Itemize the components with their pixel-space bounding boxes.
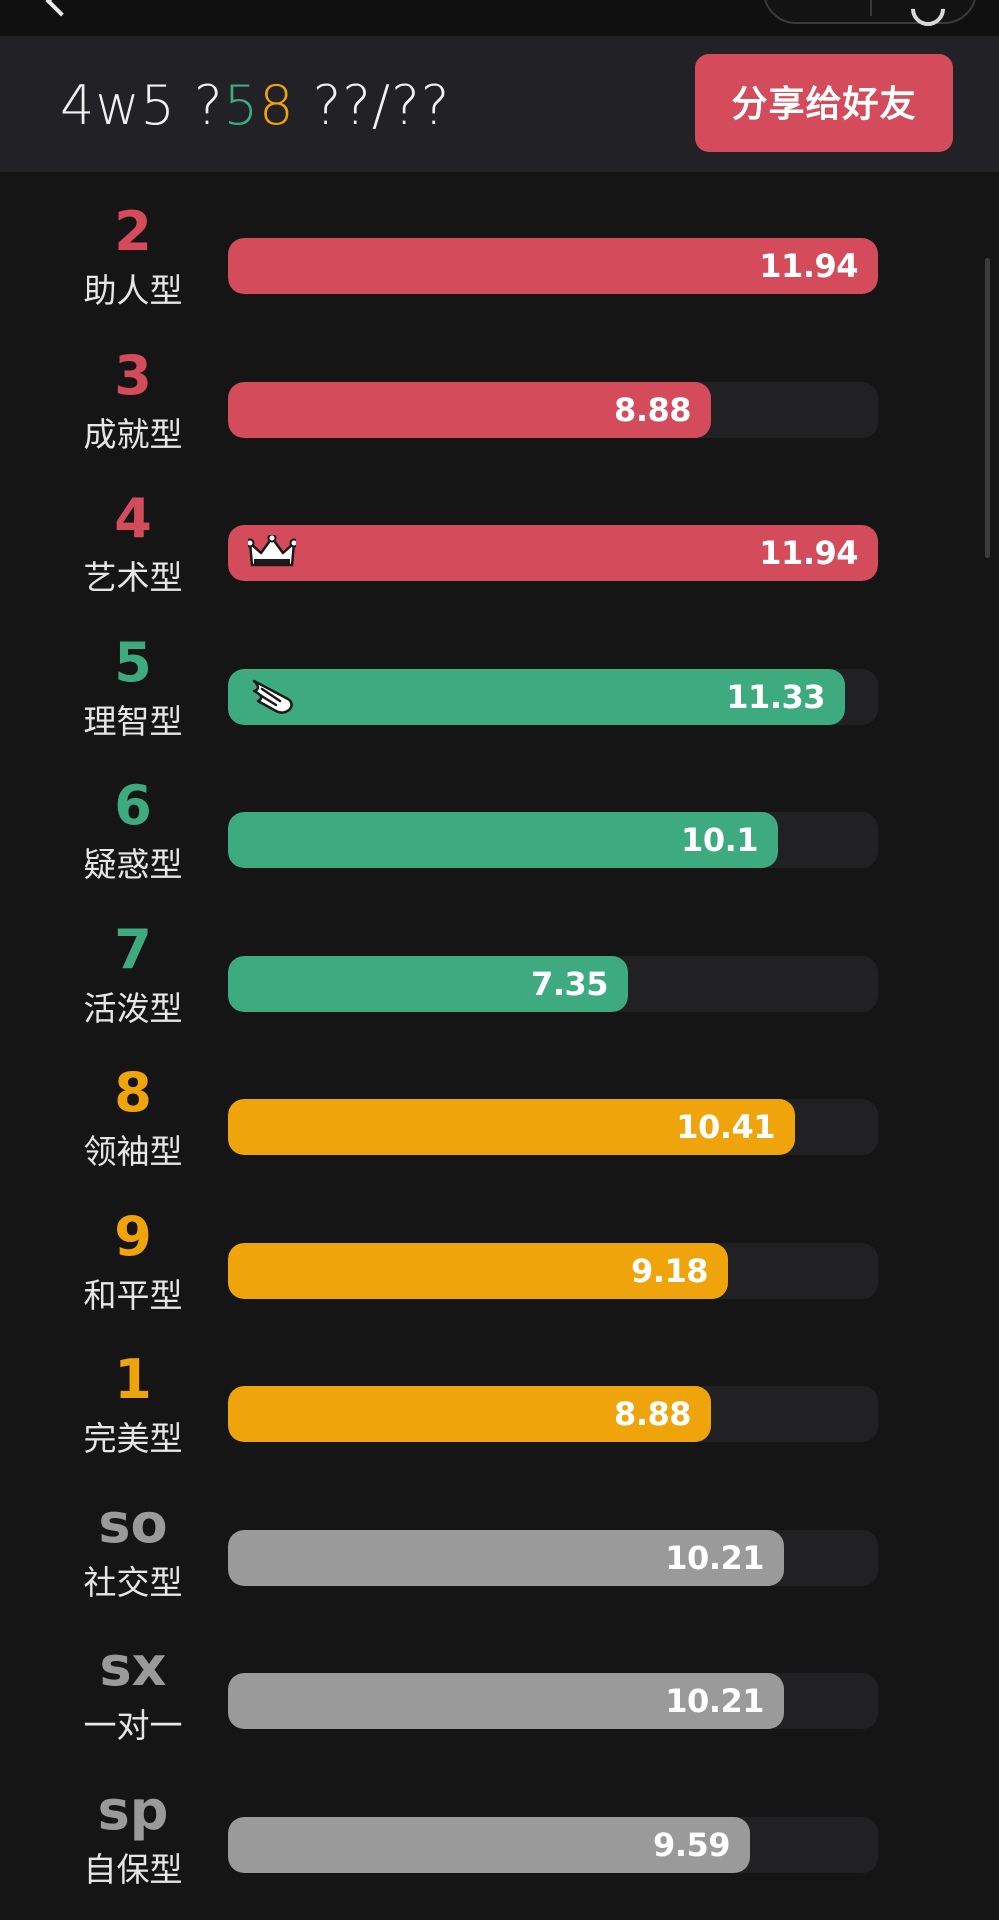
type-number: 7 bbox=[114, 917, 152, 981]
crown-icon bbox=[245, 533, 299, 571]
type-number: 9 bbox=[114, 1204, 152, 1268]
type-number: sp bbox=[97, 1778, 169, 1842]
type-number: so bbox=[98, 1491, 168, 1555]
score-value: 11.94 bbox=[759, 534, 858, 572]
score-value: 8.88 bbox=[614, 1395, 691, 1433]
type-label: 和平型 bbox=[83, 1275, 183, 1315]
type-number: 6 bbox=[114, 774, 152, 837]
capsule-divider bbox=[870, 0, 872, 16]
score-bar-track: 7.35 bbox=[228, 955, 878, 1012]
type-label: 一对一 bbox=[83, 1706, 183, 1745]
type-number: 4 bbox=[114, 487, 152, 550]
score-row-sx: sx 一对一 10.21 bbox=[0, 1607, 999, 1750]
score-value: 11.94 bbox=[759, 247, 858, 285]
score-row-2: 2 助人型 11.94 bbox=[0, 172, 999, 315]
score-bar-track: 11.94 bbox=[228, 238, 878, 294]
mini-program-capsule[interactable] bbox=[763, 0, 977, 34]
score-bar-fill: 8.88 bbox=[228, 381, 711, 438]
score-bar-track: 8.88 bbox=[228, 381, 878, 438]
wing-icon bbox=[248, 679, 296, 715]
score-bar-fill: 10.21 bbox=[228, 1673, 784, 1729]
type-label: 艺术型 bbox=[83, 558, 183, 597]
title-wing-digit-8: 8 bbox=[259, 74, 295, 137]
type-label: 自保型 bbox=[83, 1849, 183, 1889]
score-bar-fill: 9.18 bbox=[228, 1242, 728, 1299]
close-circle-icon[interactable] bbox=[903, 0, 953, 34]
score-bar-track: 11.33 bbox=[228, 668, 878, 725]
type-label: 完美型 bbox=[83, 1419, 183, 1458]
top-nav-bar bbox=[0, 0, 999, 36]
type-number: 5 bbox=[114, 630, 152, 694]
score-row-6: 6 疑惑型 10.1 bbox=[0, 746, 999, 889]
score-bar-fill: 9.59 bbox=[228, 1816, 750, 1873]
result-title: 4w5 ?58 ??/?? bbox=[60, 66, 450, 146]
score-row-sp: sp 自保型 9.59 bbox=[0, 1751, 999, 1894]
type-number: 8 bbox=[114, 1061, 152, 1124]
score-value: 9.59 bbox=[653, 1825, 730, 1864]
score-row-5: 5 理智型 11.33 bbox=[0, 603, 999, 746]
score-bar-fill: 7.35 bbox=[228, 955, 628, 1012]
score-value: 8.88 bbox=[614, 390, 691, 429]
score-bar-fill: 8.88 bbox=[228, 1386, 711, 1442]
type-label: 社交型 bbox=[83, 1562, 183, 1602]
score-bar-track: 10.1 bbox=[228, 812, 878, 868]
score-bar-track: 10.21 bbox=[228, 1673, 878, 1729]
score-row-9: 9 和平型 9.18 bbox=[0, 1177, 999, 1320]
score-row-8: 8 领袖型 10.41 bbox=[0, 1033, 999, 1176]
type-number: 1 bbox=[114, 1348, 152, 1411]
score-bar-fill: 11.33 bbox=[228, 668, 845, 725]
scrollbar[interactable] bbox=[985, 258, 990, 558]
score-value: 11.33 bbox=[726, 677, 825, 716]
score-value: 10.41 bbox=[676, 1108, 775, 1146]
score-value: 10.1 bbox=[681, 821, 758, 859]
score-bar-track: 10.41 bbox=[228, 1099, 878, 1155]
score-bar-fill: 10.21 bbox=[228, 1529, 784, 1586]
score-value: 9.18 bbox=[631, 1251, 708, 1290]
type-label: 领袖型 bbox=[83, 1132, 183, 1171]
score-value: 7.35 bbox=[531, 964, 608, 1003]
type-label: 理智型 bbox=[83, 701, 183, 741]
score-row-7: 7 活泼型 7.35 bbox=[0, 890, 999, 1033]
score-row-1: 1 完美型 8.88 bbox=[0, 1320, 999, 1463]
score-bar-fill: 10.41 bbox=[228, 1099, 795, 1155]
title-subtype: ??/?? bbox=[294, 74, 451, 137]
type-label: 助人型 bbox=[83, 271, 183, 310]
score-bar-fill: 11.94 bbox=[228, 238, 878, 294]
title-wing-digit-5: 5 bbox=[223, 74, 260, 137]
score-bar-track: 9.59 bbox=[228, 1816, 878, 1873]
type-number: 3 bbox=[114, 343, 152, 407]
score-row-4: 4 艺术型 11.94 bbox=[0, 459, 999, 602]
title-type: 4w5 ? bbox=[60, 74, 224, 137]
result-header: 4w5 ?58 ??/?? 分享给好友 bbox=[0, 36, 999, 172]
type-number: 2 bbox=[114, 200, 152, 263]
type-label: 活泼型 bbox=[83, 988, 183, 1028]
score-row-3: 3 成就型 8.88 bbox=[0, 316, 999, 459]
score-bar-track: 10.21 bbox=[228, 1529, 878, 1586]
score-bar-track: 8.88 bbox=[228, 1386, 878, 1442]
score-row-so: so 社交型 10.21 bbox=[0, 1464, 999, 1607]
score-bar-fill: 11.94 bbox=[228, 525, 878, 581]
type-label: 成就型 bbox=[83, 414, 183, 454]
score-value: 10.21 bbox=[665, 1682, 764, 1720]
back-chevron-icon[interactable] bbox=[45, 0, 77, 17]
score-bar-track: 9.18 bbox=[228, 1242, 878, 1299]
share-to-friend-button[interactable]: 分享给好友 bbox=[695, 54, 953, 152]
type-label: 疑惑型 bbox=[83, 845, 183, 884]
score-bar-track: 11.94 bbox=[228, 525, 878, 581]
score-bar-fill: 10.1 bbox=[228, 812, 778, 868]
type-number: sx bbox=[99, 1635, 167, 1698]
score-value: 10.21 bbox=[665, 1538, 764, 1577]
